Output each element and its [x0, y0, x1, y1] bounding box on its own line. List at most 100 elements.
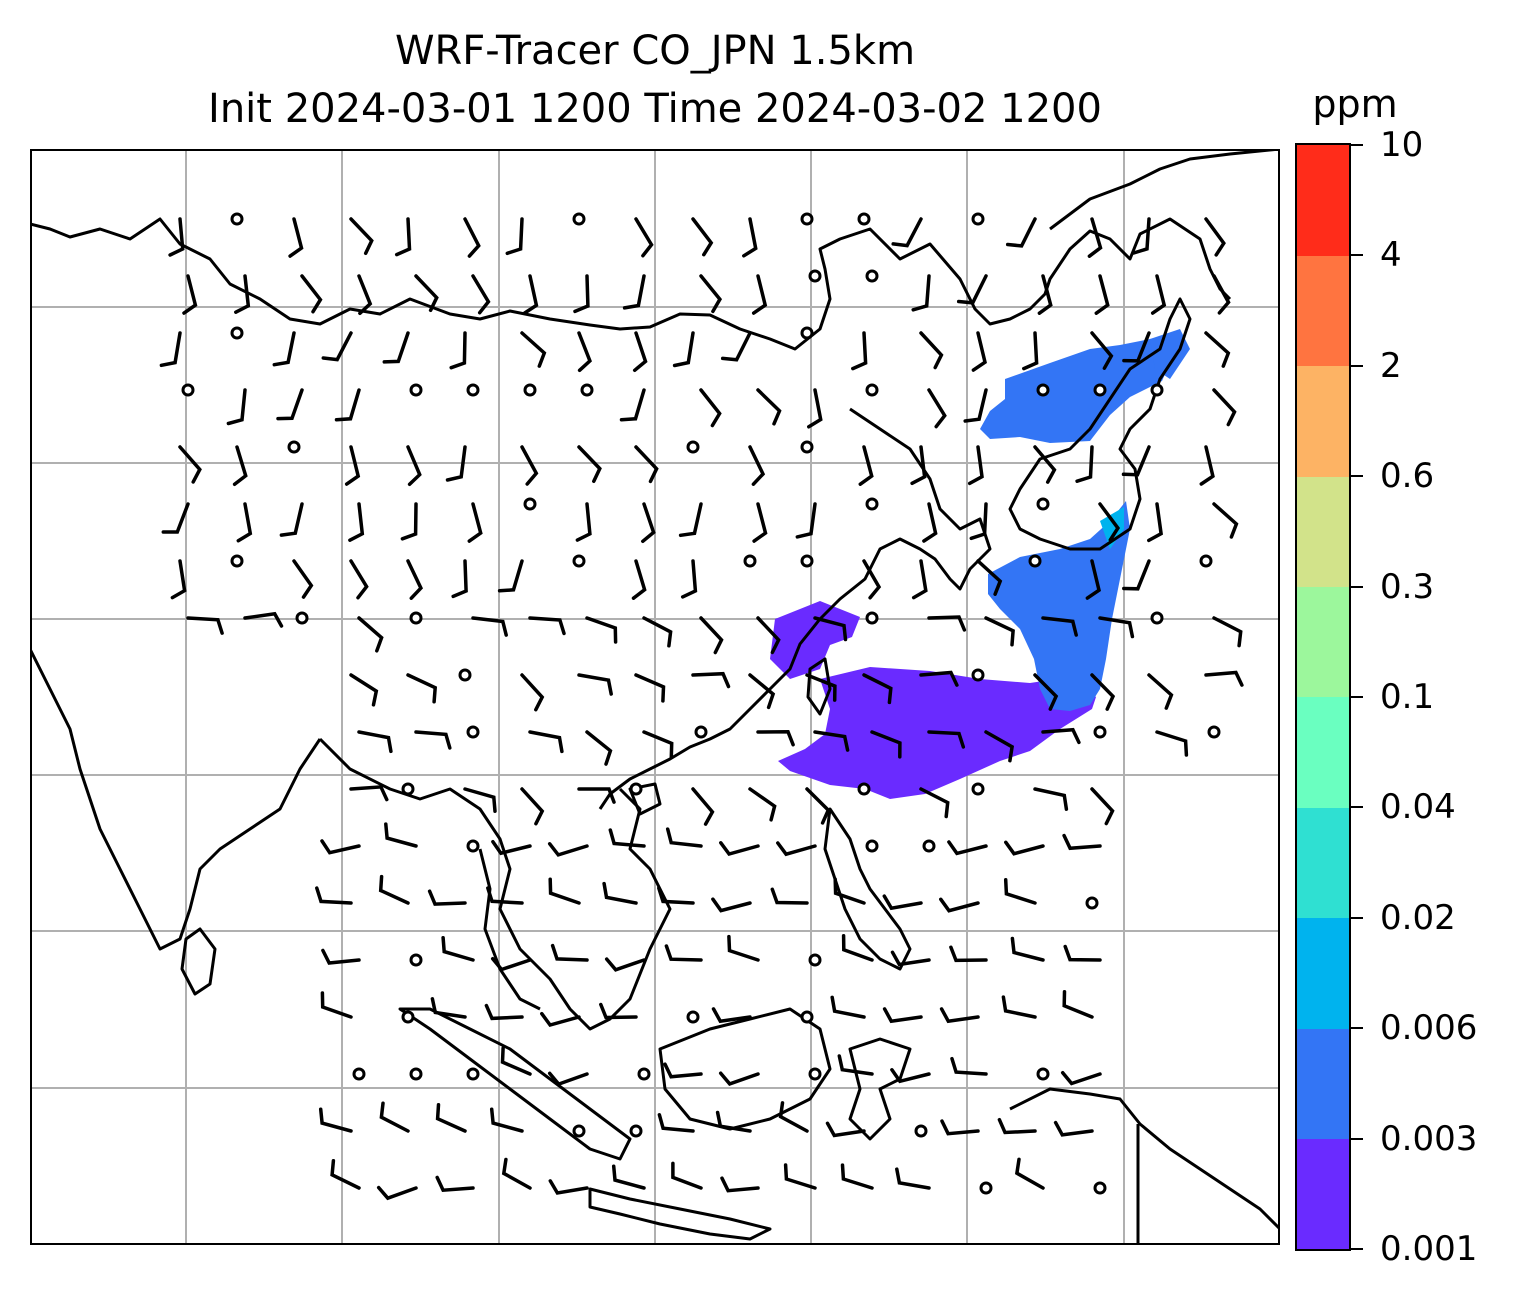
wind-barb [1010, 936, 1045, 962]
wind-barb [882, 1007, 923, 1024]
wind-barb [642, 616, 673, 648]
wind-barb [288, 217, 304, 258]
wind-barb [1062, 833, 1102, 851]
wind-barb [159, 331, 182, 368]
calm-wind-marker [572, 212, 586, 226]
wind-barb [243, 611, 284, 628]
wind-barb [384, 822, 418, 848]
wind-barb [548, 1179, 589, 1195]
wind-barb [882, 894, 923, 911]
calm-wind-marker [865, 383, 879, 397]
wind-barb [919, 670, 959, 687]
wind-barb [414, 730, 452, 750]
wind-barb [927, 730, 966, 749]
coastline-new-guinea [1009, 1087, 1280, 1231]
wind-barb [577, 331, 592, 373]
wind-barb [382, 331, 410, 364]
wind-barb [895, 1167, 931, 1190]
wind-barb [232, 445, 248, 487]
wind-barb [490, 956, 532, 972]
calm-wind-marker [857, 782, 871, 796]
calm-wind-marker [466, 839, 480, 853]
wind-barb [315, 886, 353, 905]
colorbar-tick-label: 0.02 [1380, 897, 1456, 938]
plume-japan-pacific [988, 501, 1130, 711]
wind-barb [984, 616, 1015, 647]
colorbar-tick [1351, 1248, 1363, 1250]
calm-wind-marker [808, 1067, 822, 1081]
wind-barb [406, 673, 438, 704]
wind-barb [858, 445, 874, 486]
calm-wind-markers [181, 212, 1221, 1195]
coastline-malay-peninsula [478, 848, 541, 1011]
wind-barb [1037, 274, 1053, 315]
calm-wind-marker [409, 383, 423, 397]
wind-barb [528, 616, 566, 636]
wind-barb [1098, 616, 1135, 639]
wind-barb [719, 841, 760, 857]
calm-wind-marker [629, 782, 643, 796]
wind-barb [680, 559, 698, 599]
calm-wind-marker [409, 611, 423, 625]
wind-barb [357, 730, 393, 754]
wind-barb [376, 1185, 418, 1201]
wind-barb [548, 877, 581, 905]
wind-barb [236, 502, 253, 543]
wind-barb [756, 388, 782, 426]
calm-wind-marker [808, 953, 822, 967]
colorbar [1295, 143, 1351, 1251]
wind-barb [691, 787, 715, 826]
wind-barb [279, 502, 304, 537]
calm-wind-marker [694, 725, 708, 739]
calm-wind-marker [230, 554, 244, 568]
wind-barb [752, 502, 768, 543]
wind-barb [711, 897, 752, 913]
wind-barb [1131, 217, 1151, 255]
wind-barb [862, 559, 882, 600]
calm-wind-marker [637, 1067, 651, 1081]
calm-wind-marker [230, 212, 244, 226]
calm-wind-marker [287, 440, 301, 454]
wind-barb [748, 445, 766, 486]
calm-wind-marker [466, 1067, 480, 1081]
wind-barb [585, 730, 613, 766]
wind-barb [837, 1054, 874, 1076]
wind-barb [1075, 445, 1094, 483]
wind-barb [720, 331, 752, 362]
calm-wind-marker [800, 554, 814, 568]
wind-barb [234, 274, 251, 314]
wind-barb [226, 388, 247, 426]
wind-barb [718, 1071, 760, 1086]
calm-wind-marker [181, 383, 195, 397]
wind-barb [1087, 217, 1103, 258]
wind-barb [1147, 502, 1163, 543]
wind-barb [756, 616, 781, 655]
wind-barb [520, 331, 547, 368]
calm-wind-marker [800, 212, 814, 226]
wind-barb [805, 787, 831, 825]
coastline-india [30, 648, 322, 951]
wind-barb [1022, 331, 1039, 371]
wind-barb [1199, 445, 1215, 486]
wind-barb [622, 274, 646, 310]
coastline-taiwan [806, 657, 832, 716]
wind-barb [1005, 217, 1037, 248]
calm-wind-marker [572, 554, 586, 568]
wind-barb [1204, 670, 1244, 687]
wind-barb [911, 559, 928, 600]
wind-barb [1053, 1120, 1094, 1137]
wind-barb [1003, 878, 1037, 905]
colorbar-segment [1297, 807, 1349, 919]
wind-barb [776, 841, 817, 857]
wind-barb [967, 445, 984, 486]
wind-barb [720, 1176, 760, 1193]
calm-wind-marker [458, 668, 472, 682]
wind-barb [672, 331, 695, 368]
calm-wind-marker [808, 269, 822, 283]
wind-barb [657, 886, 695, 905]
colorbar-segment [1297, 1028, 1349, 1140]
calm-wind-marker [230, 326, 244, 340]
coastline-japan [1008, 297, 1192, 551]
wind-barb [1085, 559, 1101, 600]
wind-barb [349, 559, 369, 600]
